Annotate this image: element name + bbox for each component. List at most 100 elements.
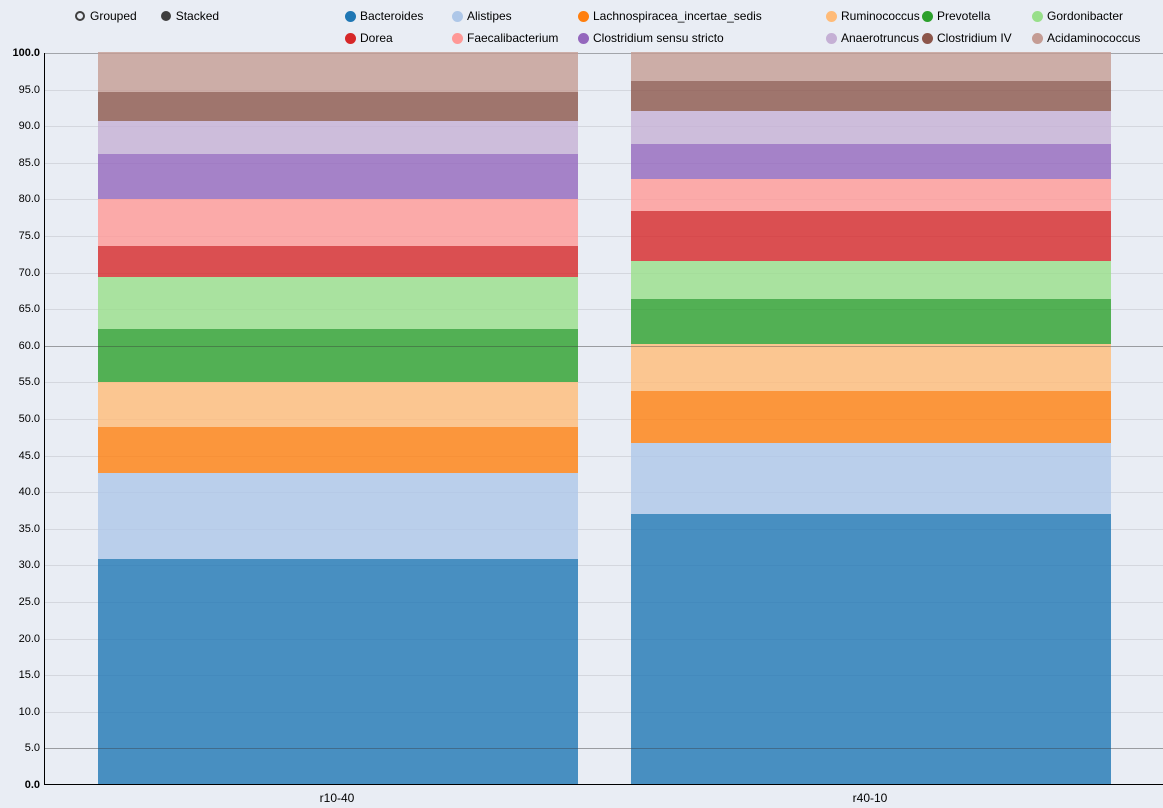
legend-item-clostridium-iv[interactable]: Clostridium IV — [922, 31, 1032, 45]
legend-label: Bacteroides — [360, 9, 424, 23]
legend-item-acidaminococcus[interactable]: Acidaminococcus — [1032, 31, 1163, 45]
legend: Bacteroides Alistipes Lachnospiracea_incer… — [345, 5, 1163, 49]
bar-segment-lachnospiracea-incertae-sedis[interactable] — [98, 426, 578, 473]
bar-segment-dorea[interactable] — [98, 246, 578, 277]
bar-segment-prevotella[interactable] — [631, 298, 1111, 345]
legend-item-dorea[interactable]: Dorea — [345, 31, 452, 45]
y-tick-label: 90.0 — [18, 120, 40, 133]
control-stacked[interactable]: Stacked — [160, 9, 220, 23]
bar-r40-10 — [631, 52, 1111, 784]
y-axis: 0.0 5.0 10.0 15.0 20.0 25.0 30.0 35.0 40.0 45.0 50… — [0, 47, 40, 791]
gridline — [45, 309, 1163, 311]
bar-segment-gordonibacter[interactable] — [631, 261, 1111, 299]
control-label: Stacked — [175, 9, 220, 23]
legend-item-gordonibacter[interactable]: Gordonibacter — [1032, 9, 1163, 23]
control-grouped[interactable]: Grouped — [75, 9, 137, 23]
bar-segment-ruminococcus[interactable] — [98, 382, 578, 427]
legend-item-alistipes[interactable]: Alistipes — [452, 9, 578, 23]
bar-segment-dorea[interactable] — [631, 210, 1111, 262]
gridline — [45, 162, 1163, 164]
y-tick-label: 65.0 — [18, 303, 40, 316]
gridline — [45, 638, 1163, 640]
legend-label: Ruminococcus — [841, 9, 920, 23]
plot-area — [44, 52, 1163, 785]
legend-label: Acidaminococcus — [1047, 31, 1141, 45]
bar-segment-clostridium-sensu-stricto[interactable] — [98, 153, 578, 200]
legend-label: Clostridium IV — [937, 31, 1012, 45]
bar-segment-ruminococcus[interactable] — [631, 344, 1111, 391]
legend-item-lachnospiracea-incertae-sedis[interactable]: Lachnospiracea_incertae_sedis — [578, 9, 826, 23]
gridline — [45, 419, 1163, 420]
bar-segment-clostridium-sensu-stricto[interactable] — [631, 144, 1111, 179]
legend-item-anaerotruncus[interactable]: Anaerotruncus — [826, 31, 922, 45]
y-tick-label: 30.0 — [18, 559, 40, 572]
legend-label: Alistipes — [467, 9, 512, 23]
y-tick-label: 45.0 — [18, 449, 40, 462]
series-color-icon — [345, 10, 356, 22]
bar-segment-faecalibacterium[interactable] — [98, 199, 578, 246]
x-tick-label: r10-40 — [319, 791, 355, 805]
gridline — [45, 602, 1163, 603]
bar-r10-40 — [98, 52, 578, 784]
y-tick-label: 75.0 — [18, 230, 40, 242]
series-color-icon — [452, 10, 463, 22]
gridline — [45, 126, 1163, 128]
legend-item-faecalibacterium[interactable]: Faecalibacterium — [452, 31, 578, 45]
bar-segment-anaerotruncus[interactable] — [631, 111, 1111, 145]
legend-label: Gordonibacter — [1047, 9, 1124, 23]
gridline — [45, 455, 1163, 457]
gridline — [45, 492, 1163, 494]
gridline — [45, 53, 1163, 54]
bar-segment-alistipes[interactable] — [631, 442, 1111, 514]
bar-segment-faecalibacterium[interactable] — [631, 178, 1111, 211]
legend-item-clostridium-sensu-stricto[interactable]: Clostridium sensu stricto — [578, 31, 826, 45]
bar-segment-bacteroides[interactable] — [631, 513, 1111, 784]
y-tick-label: 100.0 — [12, 47, 40, 59]
bar-segment-gordonibacter[interactable] — [98, 276, 578, 329]
legend-label: Faecalibacterium — [467, 31, 559, 45]
y-tick-label: 60.0 — [18, 339, 40, 352]
series-color-icon — [826, 32, 837, 44]
legend-item-bacteroides[interactable]: Bacteroides — [345, 9, 452, 23]
bar-segment-lachnospiracea-incertae-sedis[interactable] — [631, 390, 1111, 443]
series-color-icon — [345, 32, 356, 44]
legend-label: Prevotella — [937, 9, 991, 23]
radio-circle-icon — [75, 11, 85, 21]
bar-segment-acidaminococcus[interactable] — [631, 52, 1111, 82]
bar-segment-anaerotruncus[interactable] — [98, 120, 578, 154]
series-color-icon — [826, 10, 837, 22]
y-tick-label: 0.0 — [24, 779, 40, 791]
gridline — [45, 748, 1163, 750]
gridline — [45, 528, 1163, 530]
gridline — [45, 272, 1163, 274]
y-tick-label: 95.0 — [18, 83, 40, 96]
legend-item-prevotella[interactable]: Prevotella — [922, 9, 1032, 23]
mode-controls: Grouped Stacked — [75, 5, 219, 27]
bar-segment-acidaminococcus[interactable] — [98, 52, 578, 93]
gridline — [45, 565, 1163, 567]
bar-segment-alistipes[interactable] — [98, 472, 578, 560]
gridline — [45, 382, 1163, 384]
control-label: Grouped — [90, 9, 137, 23]
bar-segment-clostridium-iv[interactable] — [631, 81, 1111, 112]
legend-item-ruminococcus[interactable]: Ruminococcus — [826, 9, 922, 23]
gridline — [45, 711, 1163, 713]
x-tick-label: r40-10 — [852, 791, 888, 805]
y-tick-label: 85.0 — [18, 156, 40, 169]
y-tick-label: 15.0 — [18, 669, 40, 682]
series-color-icon — [1032, 32, 1043, 44]
bar-segment-bacteroides[interactable] — [98, 559, 578, 784]
legend-label: Anaerotruncus — [841, 31, 920, 45]
y-tick-label: 55.0 — [18, 376, 40, 389]
bar-segment-prevotella[interactable] — [98, 328, 578, 383]
y-tick-label: 25.0 — [18, 596, 40, 608]
gridline — [45, 89, 1163, 91]
series-color-icon — [1032, 10, 1043, 22]
series-color-icon — [922, 32, 933, 44]
gridline — [45, 345, 1163, 347]
series-color-icon — [922, 10, 933, 22]
gridline — [45, 199, 1163, 201]
bar-segment-clostridium-iv[interactable] — [98, 92, 578, 121]
legend-label: Dorea — [360, 31, 393, 45]
